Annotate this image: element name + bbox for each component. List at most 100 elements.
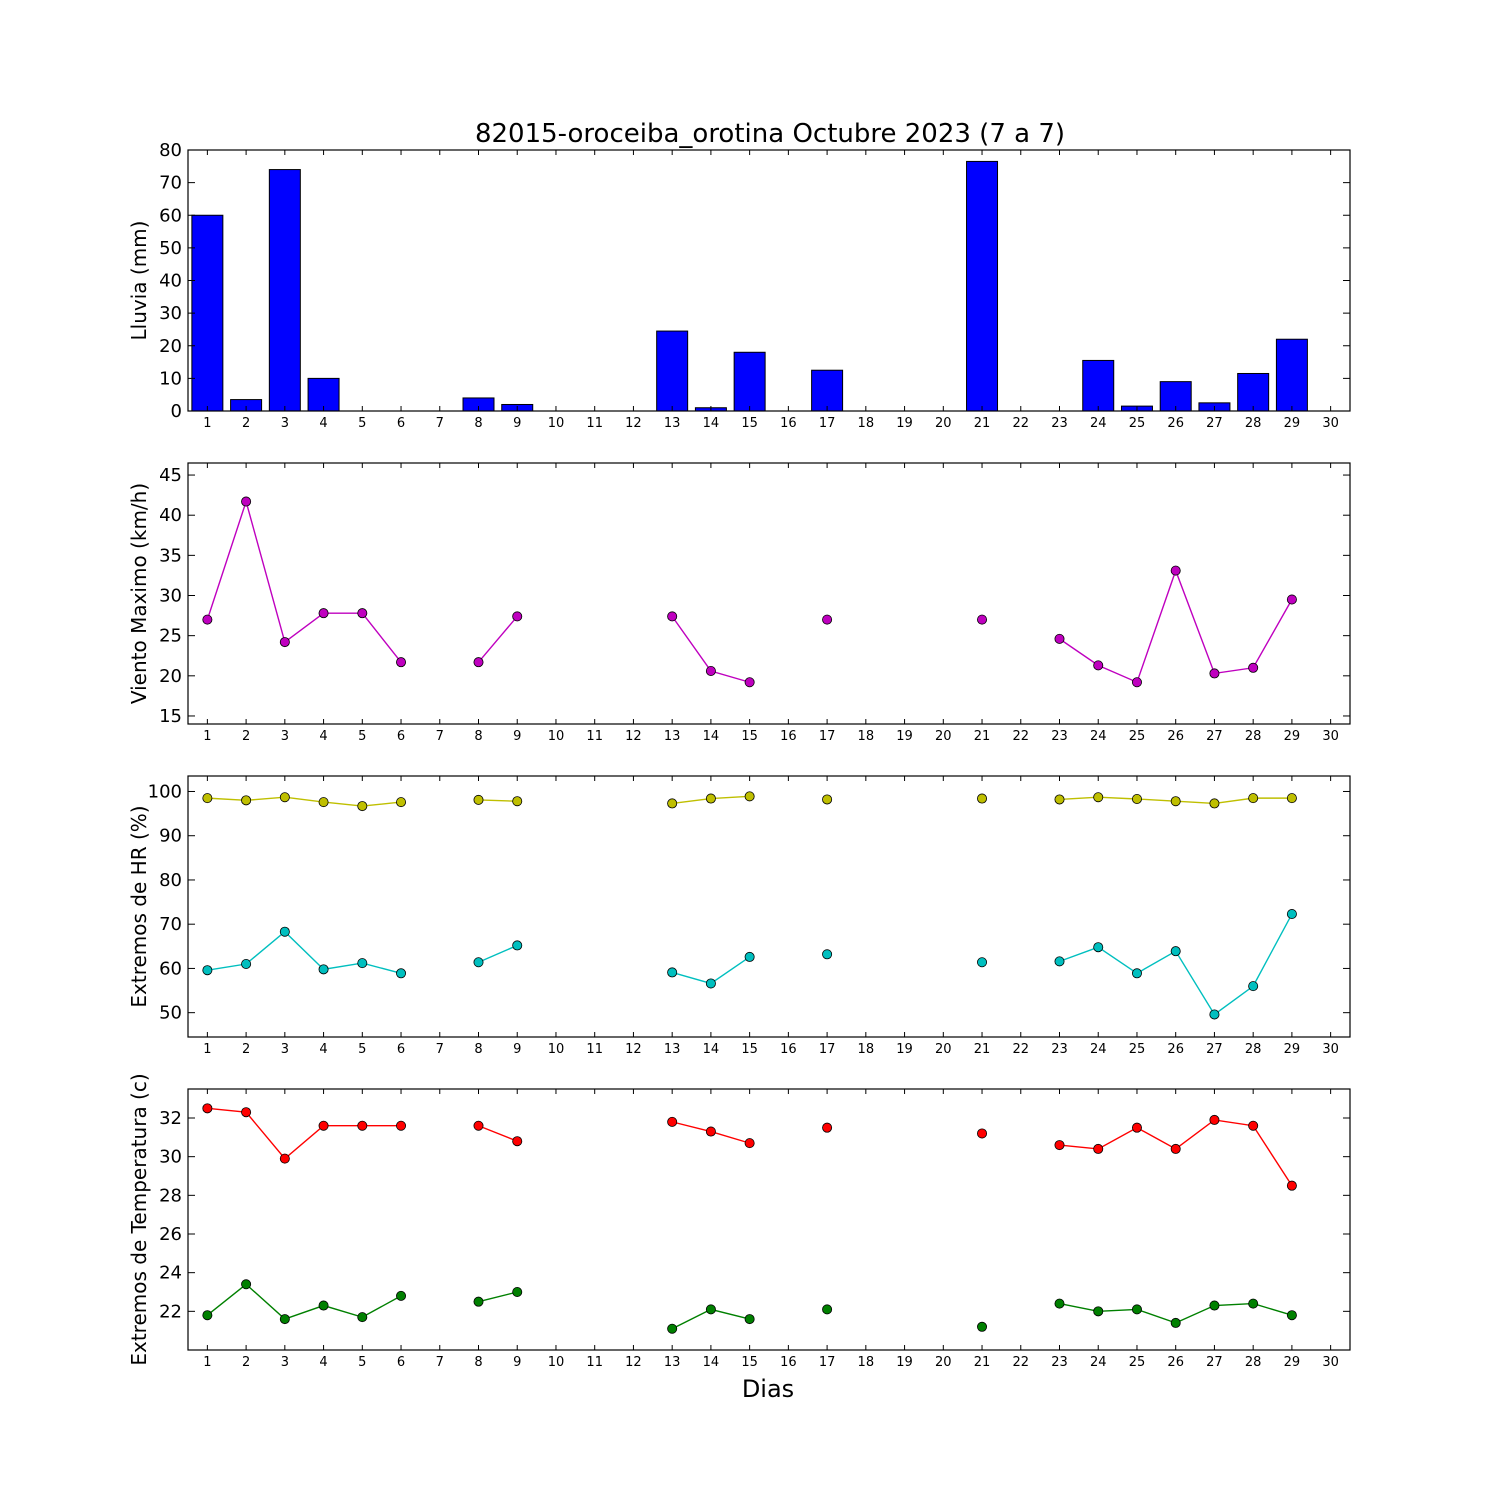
point-wind-series-0-day-9	[512, 611, 523, 622]
point-temperature-series-0-day-9	[512, 1136, 523, 1147]
point-humidity-series-1-day-21	[977, 957, 988, 968]
x-tick-label-humidity-17: 17	[819, 1042, 836, 1057]
x-tick-label-wind-29: 29	[1284, 729, 1301, 744]
x-tick-label-temperature-9: 9	[513, 1355, 521, 1370]
x-tick-label-temperature-1: 1	[203, 1355, 211, 1370]
point-temperature-series-1-day-6	[396, 1290, 407, 1301]
x-tick-label-humidity-16: 16	[780, 1042, 797, 1057]
x-tick-label-wind-5: 5	[358, 729, 366, 744]
x-tick-label-rain-25: 25	[1129, 416, 1146, 431]
point-temperature-series-0-day-28	[1248, 1120, 1259, 1131]
x-tick-label-rain-12: 12	[625, 416, 642, 431]
line-humidity-series-0	[478, 799, 518, 802]
x-tick-label-humidity-9: 9	[513, 1042, 521, 1057]
x-tick-label-wind-21: 21	[974, 729, 991, 744]
x-tick-label-wind-25: 25	[1129, 729, 1146, 744]
x-tick-label-rain-22: 22	[1012, 416, 1029, 431]
bar-rain-day-15	[733, 351, 766, 412]
x-tick-label-temperature-22: 22	[1012, 1355, 1029, 1370]
y-tick-label-humidity-70: 70	[159, 914, 182, 935]
point-temperature-series-1-day-27	[1209, 1300, 1220, 1311]
point-temperature-series-1-day-25	[1131, 1304, 1142, 1315]
x-tick-label-rain-1: 1	[203, 416, 211, 431]
point-humidity-series-1-day-14	[705, 978, 716, 989]
x-tick-label-humidity-22: 22	[1012, 1042, 1029, 1057]
point-wind-series-0-day-17	[822, 614, 833, 625]
point-temperature-series-0-day-27	[1209, 1114, 1220, 1125]
x-tick-label-temperature-16: 16	[780, 1355, 797, 1370]
point-temperature-series-1-day-3	[279, 1314, 290, 1325]
point-temperature-series-1-day-4	[318, 1300, 329, 1311]
x-tick-label-temperature-19: 19	[896, 1355, 913, 1370]
point-humidity-series-1-day-5	[357, 958, 368, 969]
x-tick-label-temperature-28: 28	[1245, 1355, 1262, 1370]
x-tick-label-wind-14: 14	[703, 729, 720, 744]
point-temperature-series-0-day-17	[822, 1122, 833, 1133]
point-humidity-series-0-day-1	[202, 793, 213, 804]
point-temperature-series-1-day-24	[1093, 1306, 1104, 1317]
point-temperature-series-0-day-26	[1170, 1143, 1181, 1154]
point-humidity-series-0-day-17	[822, 794, 833, 805]
y-tick-label-temperature-22: 22	[159, 1301, 182, 1322]
y-tick-label-humidity-50: 50	[159, 1003, 182, 1024]
point-humidity-series-0-day-25	[1131, 794, 1142, 805]
point-wind-series-0-day-8	[473, 657, 484, 668]
x-tick-label-temperature-4: 4	[319, 1355, 327, 1370]
point-wind-series-0-day-4	[318, 608, 329, 619]
y-axis-label-humidity: Extremos de HR (%)	[127, 805, 151, 1007]
x-tick-label-wind-15: 15	[741, 729, 758, 744]
y-tick-label-rain-50: 50	[159, 238, 182, 259]
line-wind-series-0	[477, 615, 518, 663]
x-tick-label-wind-17: 17	[819, 729, 836, 744]
point-temperature-series-0-day-23	[1054, 1140, 1065, 1151]
panel-humidity: 1 2 3 4 5 6 7 8 9 10 11 12 13 14 15 16 17 18 19 20 21 22 23 24 2…	[127, 775, 1351, 1057]
y-tick-label-humidity-100: 100	[148, 781, 182, 802]
x-tick-label-wind-4: 4	[319, 729, 327, 744]
point-humidity-series-1-day-28	[1248, 981, 1259, 992]
point-temperature-series-1-day-28	[1248, 1298, 1259, 1309]
line-temperature-series-1	[478, 1291, 518, 1303]
point-wind-series-0-day-15	[744, 677, 755, 688]
point-humidity-series-1-day-13	[667, 967, 678, 978]
y-tick-label-wind-20: 20	[159, 666, 182, 687]
point-temperature-series-0-day-4	[318, 1120, 329, 1131]
x-tick-label-humidity-28: 28	[1245, 1042, 1262, 1057]
x-tick-label-temperature-6: 6	[397, 1355, 405, 1370]
axes-frame-humidity	[187, 775, 1351, 1038]
panel-rain: 1 2 3 4 5 6 7 8 9 10 11 12 13 14 15 16 17 18 19 20 21 22 23 24 2…	[127, 140, 1351, 431]
x-tick-label-wind-3: 3	[281, 729, 289, 744]
x-tick-label-temperature-20: 20	[935, 1355, 952, 1370]
x-tick-label-rain-4: 4	[319, 416, 327, 431]
x-tick-label-humidity-25: 25	[1129, 1042, 1146, 1057]
point-wind-series-0-day-27	[1209, 668, 1220, 679]
point-humidity-series-0-day-8	[473, 794, 484, 805]
y-tick-label-rain-40: 40	[159, 271, 182, 292]
x-tick-label-wind-7: 7	[436, 729, 444, 744]
point-humidity-series-0-day-13	[667, 798, 678, 809]
y-tick-label-humidity-60: 60	[159, 958, 182, 979]
point-temperature-series-1-day-13	[667, 1323, 678, 1334]
x-tick-label-humidity-13: 13	[664, 1042, 681, 1057]
line-humidity-series-1	[478, 944, 518, 963]
x-tick-label-humidity-8: 8	[474, 1042, 482, 1057]
y-tick-label-humidity-80: 80	[159, 870, 182, 891]
y-tick-label-temperature-28: 28	[159, 1185, 182, 1206]
x-tick-label-rain-23: 23	[1051, 416, 1068, 431]
point-wind-series-0-day-26	[1170, 565, 1181, 576]
point-wind-series-0-day-21	[977, 614, 988, 625]
bar-rain-day-4	[307, 377, 340, 412]
x-tick-label-temperature-7: 7	[436, 1355, 444, 1370]
x-tick-label-rain-15: 15	[741, 416, 758, 431]
point-humidity-series-1-day-24	[1093, 942, 1104, 953]
point-humidity-series-1-day-2	[241, 959, 252, 970]
x-tick-label-rain-21: 21	[974, 416, 991, 431]
x-tick-label-humidity-6: 6	[397, 1042, 405, 1057]
point-humidity-series-0-day-15	[744, 791, 755, 802]
bar-rain-day-21	[966, 160, 999, 412]
x-tick-label-humidity-26: 26	[1167, 1042, 1184, 1057]
panel-wind: 1 2 3 4 5 6 7 8 9 10 11 12 13 14 15 16 17 18 19 20 21 22 23 24 2…	[127, 462, 1351, 744]
point-humidity-series-0-day-2	[241, 795, 252, 806]
x-tick-label-humidity-23: 23	[1051, 1042, 1068, 1057]
point-temperature-series-0-day-14	[705, 1126, 716, 1137]
point-humidity-series-1-day-6	[396, 968, 407, 979]
